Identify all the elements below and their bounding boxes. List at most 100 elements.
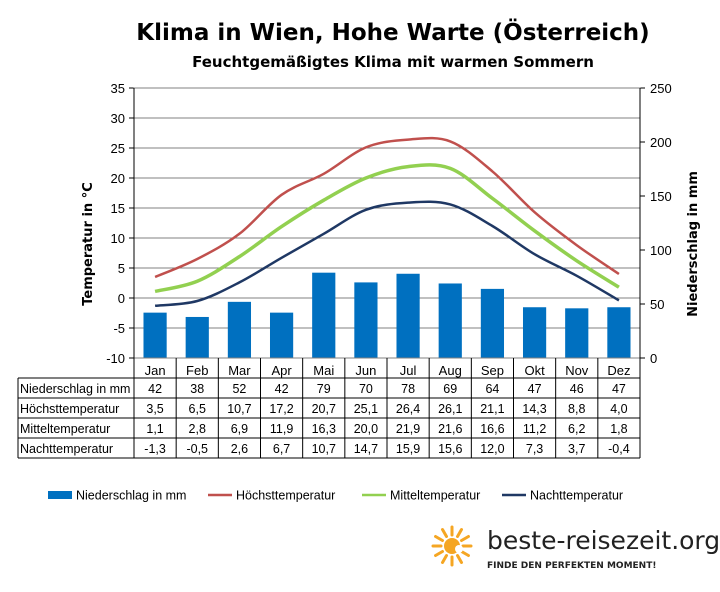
chart-title: Klima in Wien, Hohe Warte (Österreich) xyxy=(136,18,649,46)
y-left-tick-label: 25 xyxy=(111,141,125,156)
table-cell: 8,8 xyxy=(568,402,585,416)
legend-label: Niederschlag in mm xyxy=(76,489,186,503)
table-cell: 15,6 xyxy=(438,442,462,456)
table-cell: 2,8 xyxy=(189,422,206,436)
table-cell: 47 xyxy=(612,382,626,396)
sun-icon xyxy=(431,525,473,567)
table-cell: 38 xyxy=(190,382,204,396)
table-cell: 20,0 xyxy=(354,422,378,436)
x-tick-label: Jan xyxy=(145,363,166,378)
table-cell: 1,8 xyxy=(610,422,627,436)
table-cell: 11,2 xyxy=(523,422,546,436)
table-cell: -0,4 xyxy=(608,442,630,456)
y-left-tick-label: 35 xyxy=(111,81,125,96)
table-cell: 10,7 xyxy=(227,402,251,416)
series-line xyxy=(154,200,620,308)
table-cell: 15,9 xyxy=(396,442,420,456)
table-cell: 16,3 xyxy=(312,422,336,436)
precipitation-bar xyxy=(269,312,294,358)
precipitation-bar xyxy=(607,307,631,358)
sun-ray xyxy=(460,535,470,542)
sun-highlight xyxy=(455,545,463,553)
legend-label: Mitteltemperatur xyxy=(390,489,480,503)
sun-ray xyxy=(441,554,448,564)
precipitation-bar xyxy=(354,282,378,358)
table-cell: 12,0 xyxy=(480,442,504,456)
precipitation-bar xyxy=(438,283,462,358)
table-cell: 26,1 xyxy=(438,402,462,416)
legend-label: Höchsttemperatur xyxy=(236,489,335,503)
table-cell: 6,2 xyxy=(568,422,585,436)
y-left-axis-label: Temperatur in °C xyxy=(81,182,96,306)
table-cell: 52 xyxy=(232,382,246,396)
legend-item: Höchsttemperatur xyxy=(208,489,335,503)
table-cell: 70 xyxy=(359,382,373,396)
brand-site: beste-reisezeit.org xyxy=(487,526,720,555)
precipitation-bars xyxy=(143,272,631,358)
sun-ray xyxy=(434,535,444,542)
y-left-tick-label: 20 xyxy=(111,171,125,186)
sun-ray xyxy=(434,550,444,557)
y-right-tick-label: 150 xyxy=(650,189,672,204)
table-cell: -1,3 xyxy=(144,442,166,456)
table-cell: 2,6 xyxy=(231,442,248,456)
legend-label: Nachttemperatur xyxy=(530,489,623,503)
precipitation-bar xyxy=(185,316,209,358)
sun-ray xyxy=(441,528,448,538)
x-tick-label: Jul xyxy=(400,363,417,378)
table-cell: 6,7 xyxy=(273,442,290,456)
table-cell: 26,4 xyxy=(396,402,420,416)
table-cell: 21,1 xyxy=(480,402,504,416)
y-left-tick-label: 0 xyxy=(118,291,125,306)
table-cell: 25,1 xyxy=(354,402,378,416)
table-cell: 21,6 xyxy=(438,422,462,436)
table-cell: 79 xyxy=(317,382,331,396)
temperature-lines xyxy=(154,136,620,308)
table-cell: 3,5 xyxy=(146,402,163,416)
table-cell: 42 xyxy=(275,382,289,396)
table-cell: 1,1 xyxy=(146,422,163,436)
table-cell: 7,3 xyxy=(526,442,543,456)
table-cell: 21,9 xyxy=(396,422,420,436)
table-cell: 17,2 xyxy=(269,402,293,416)
precipitation-bar xyxy=(312,272,336,358)
y-right-tick-label: 0 xyxy=(650,351,657,366)
x-tick-label: Aug xyxy=(439,363,462,378)
brand-logo: beste-reisezeit.org FINDE DEN PERFEKTEN … xyxy=(431,525,720,571)
table-cell: 16,6 xyxy=(480,422,504,436)
y-right-tick-label: 250 xyxy=(650,81,672,96)
y-right-tick-label: 50 xyxy=(650,297,664,312)
x-tick-label: Mai xyxy=(313,363,334,378)
legend-item: Nachttemperatur xyxy=(502,489,623,503)
table-row-label: Höchsttemperatur xyxy=(20,402,119,416)
x-tick-label: Feb xyxy=(186,363,208,378)
table-cell: 20,7 xyxy=(312,402,336,416)
table-cell: 14,3 xyxy=(522,402,546,416)
plot-area xyxy=(133,87,641,359)
y-left-tick-label: 15 xyxy=(111,201,125,216)
precipitation-bar xyxy=(522,307,547,358)
table-cell: 47 xyxy=(528,382,542,396)
x-tick-label: Sep xyxy=(481,363,504,378)
x-tick-label: Nov xyxy=(565,363,589,378)
precipitation-bar xyxy=(480,288,505,358)
y-left-tick-label: 5 xyxy=(118,261,125,276)
table-cell: 64 xyxy=(485,382,499,396)
data-table: Niederschlag in mm 42 38 52 42 79 70 78 69 64 47 46… xyxy=(17,358,641,459)
y-left-tick-label: 10 xyxy=(111,231,125,246)
precipitation-bar xyxy=(565,308,589,358)
table-row-label: Nachttemperatur xyxy=(20,442,113,456)
table-cell: 46 xyxy=(570,382,584,396)
y-right-axis-label: Niederschlag in mm xyxy=(686,171,701,317)
legend-item: Niederschlag in mm xyxy=(48,489,186,503)
series-line xyxy=(154,163,620,294)
sun-ray xyxy=(460,550,470,557)
precipitation-bar xyxy=(143,312,167,358)
table-cell: 42 xyxy=(148,382,162,396)
table-row-label: Mitteltemperatur xyxy=(20,422,110,436)
table-cell: 11,9 xyxy=(270,422,293,436)
gridlines xyxy=(134,87,640,359)
precipitation-bar xyxy=(396,273,420,358)
table-cell: 69 xyxy=(443,382,457,396)
